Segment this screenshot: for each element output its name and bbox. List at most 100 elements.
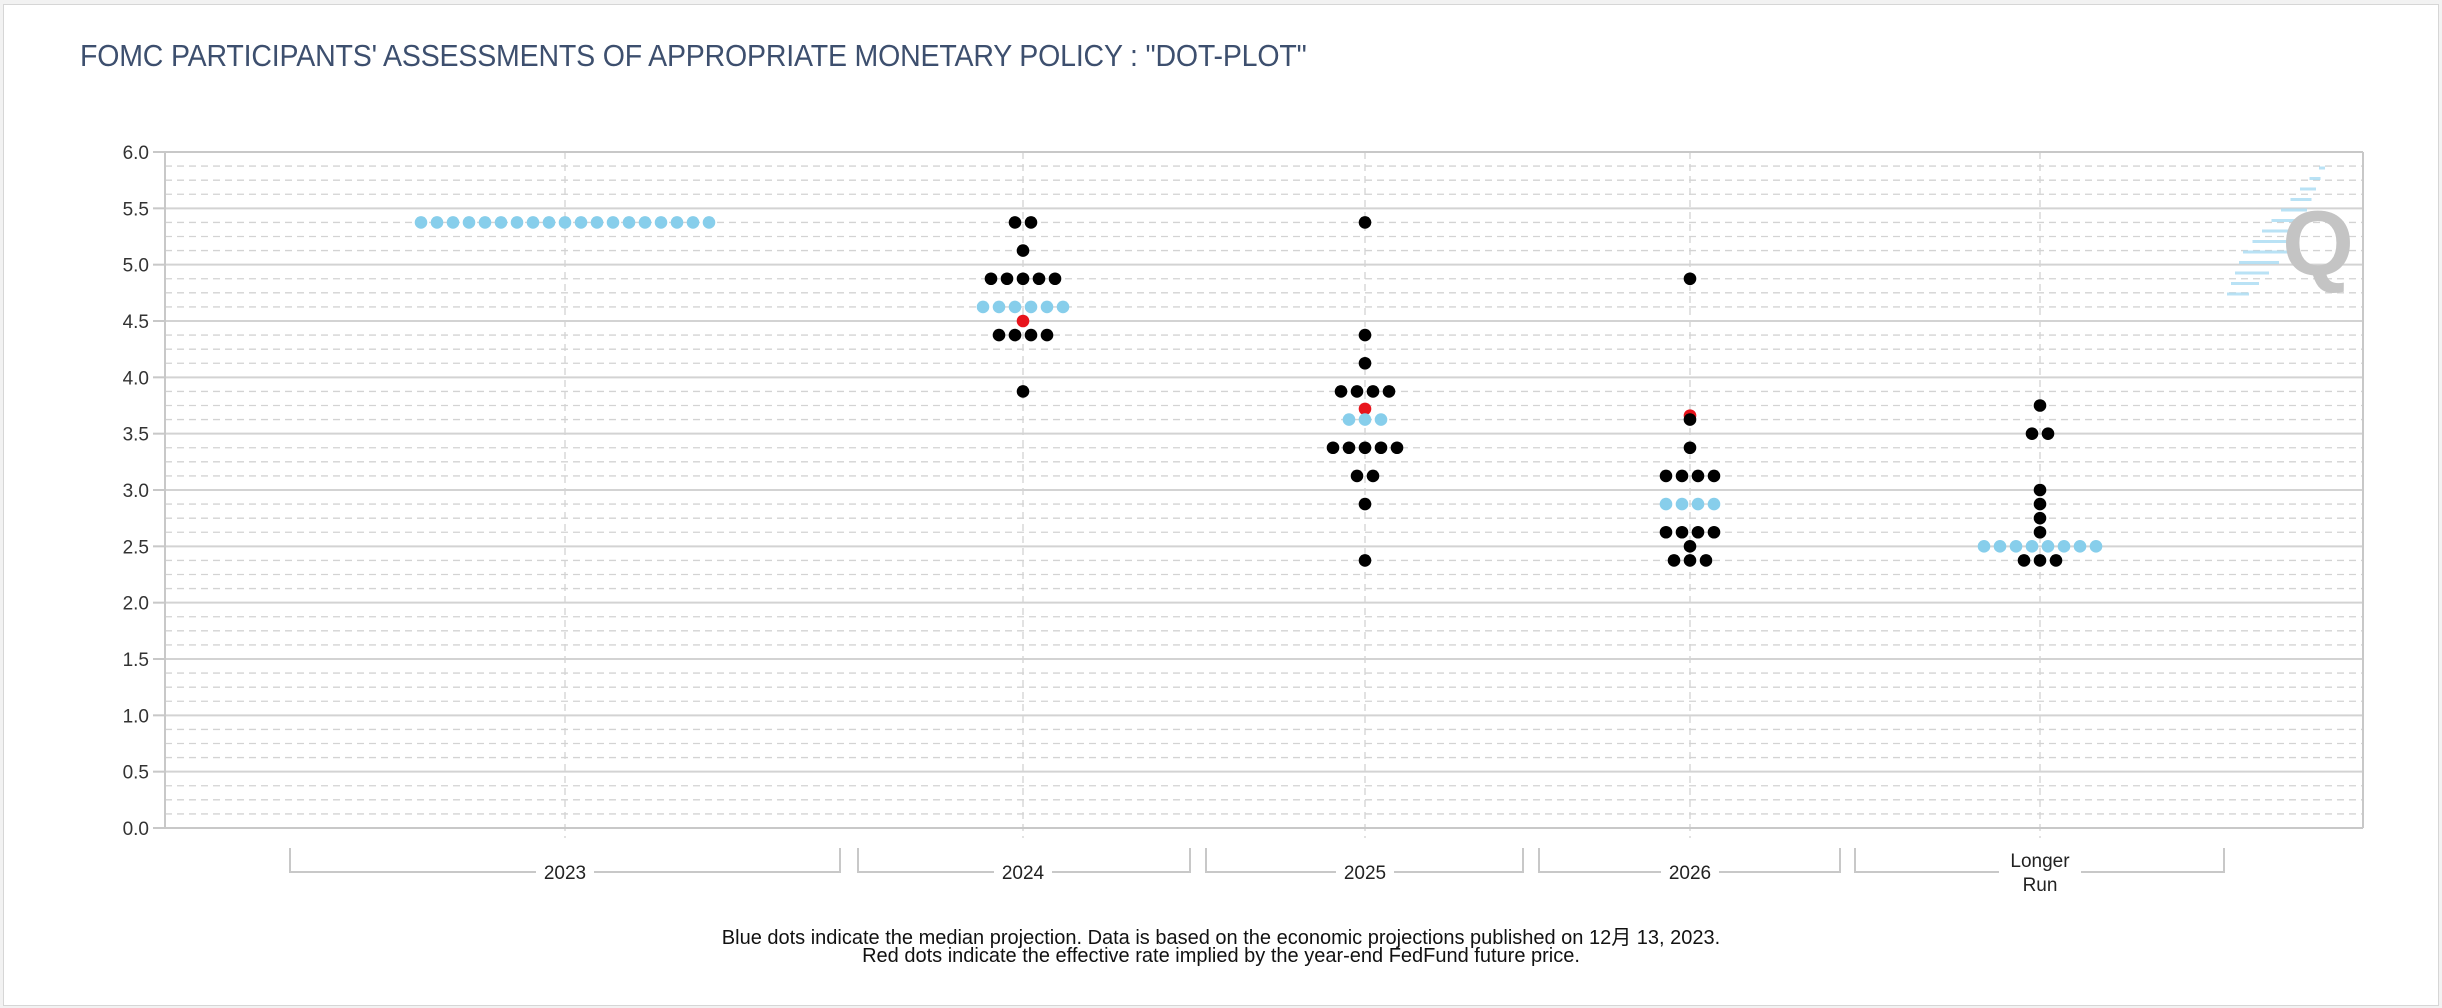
median-dot: [670, 216, 684, 229]
participant-dot: [1024, 328, 1038, 342]
participant-dot: [1707, 525, 1721, 539]
median-dot: [992, 300, 1006, 314]
participant-dot: [1374, 441, 1388, 455]
median-dot: [976, 300, 990, 314]
median-dot: [1008, 300, 1022, 314]
median-dot: [1691, 497, 1705, 511]
median-dot: [2025, 540, 2039, 553]
participant-dot: [1326, 441, 1340, 455]
x-category-group: 2026: [1538, 848, 1841, 884]
y-tick-label: 5.5: [123, 199, 149, 220]
footnote-futures: Red dots indicate the effective rate imp…: [862, 945, 1580, 967]
median-dot: [2041, 540, 2055, 553]
y-tick-label: 2.5: [123, 537, 149, 558]
participant-dot: [1382, 385, 1396, 398]
participant-dot: [1691, 525, 1705, 539]
x-category-group: Longer Run: [1854, 848, 2225, 896]
y-axis: 0.0 0.5 1.0 1.5 2.0 2.5 3.0 3.5 4.0 4.5 5.0 5.5 6.0: [123, 143, 2364, 840]
y-tick-label: 2.0: [123, 594, 149, 615]
median-dot: [1374, 413, 1388, 426]
futures-rate-dot: [1016, 314, 1030, 328]
median-dot: [542, 216, 556, 229]
participant-dot: [992, 328, 1006, 342]
median-dot: [2009, 540, 2023, 553]
category-bracket: [1538, 848, 1841, 873]
participant-dot: [1675, 525, 1689, 539]
median-dot: [414, 216, 428, 229]
median-dot: [574, 216, 588, 229]
participant-dot: [1659, 469, 1673, 483]
median-dot: [478, 216, 492, 229]
participant-dot: [1683, 540, 1697, 553]
q-logo-icon: Q: [2227, 166, 2354, 296]
dots-layer: [414, 216, 2103, 567]
median-dot: [638, 216, 652, 229]
futures-rate-dot: [1358, 402, 1372, 416]
x-category-label: 2023: [544, 863, 586, 884]
median-dot: [526, 216, 540, 229]
participant-dot: [1659, 525, 1673, 539]
participant-dot: [2041, 427, 2055, 440]
participant-dot: [1358, 216, 1372, 229]
participant-dot: [1024, 216, 1038, 229]
median-dot: [1977, 540, 1991, 553]
y-tick-label: 1.5: [123, 650, 149, 671]
participant-dot: [1707, 469, 1721, 483]
participant-dot: [1016, 272, 1030, 286]
median-dot: [686, 216, 700, 229]
median-dot: [1358, 413, 1372, 426]
participant-dot: [1358, 356, 1372, 370]
participant-dot: [1350, 385, 1364, 398]
participant-dot: [1358, 497, 1372, 511]
x-category-group: 2024: [857, 848, 1191, 884]
participant-dot: [2033, 399, 2047, 412]
logo-letter: Q: [2282, 193, 2354, 295]
median-dot: [1707, 497, 1721, 511]
category-bracket: [857, 848, 1191, 873]
y-tick-label: 0.0: [123, 819, 149, 840]
participant-dot: [1699, 554, 1713, 567]
participant-dot: [1032, 272, 1046, 286]
y-tick-label: 5.0: [123, 256, 149, 277]
x-axis: 2023 2024 2025 2026 Longer Run: [289, 848, 2225, 896]
participant-dot: [1683, 272, 1697, 286]
footnote-median: Blue dots indicate the median projection…: [721, 927, 1721, 949]
y-tick-label: 0.5: [123, 763, 149, 784]
x-category-group: 2025: [1205, 848, 1524, 884]
x-category-label: 2026: [1669, 863, 1711, 884]
participant-dot: [1350, 469, 1364, 483]
median-dot: [1056, 300, 1070, 314]
participant-dot: [2033, 525, 2047, 539]
y-tick-label: 3.5: [123, 425, 149, 446]
x-category-label: 2025: [1344, 863, 1386, 884]
y-tick-label: 1.0: [123, 706, 149, 727]
participant-dot: [2033, 497, 2047, 511]
category-bracket: [1205, 848, 1524, 873]
y-tick-label: 6.0: [123, 143, 149, 164]
participant-dot: [1040, 328, 1054, 342]
y-tick-label: 4.0: [123, 368, 149, 389]
x-category-group: 2023: [289, 848, 841, 884]
participant-dot: [1683, 413, 1697, 426]
participant-dot: [1667, 554, 1681, 567]
median-dot: [622, 216, 636, 229]
median-dot: [1342, 413, 1356, 426]
median-dot: [1675, 497, 1689, 511]
participant-dot: [1000, 272, 1014, 286]
participant-dot: [1366, 469, 1380, 483]
participant-dot: [2033, 511, 2047, 525]
participant-dot: [1358, 441, 1372, 455]
y-tick-label: 3.0: [123, 481, 149, 502]
median-dot: [558, 216, 572, 229]
x-category-label: 2024: [1002, 863, 1045, 884]
median-dot: [1040, 300, 1054, 314]
participant-dot: [1016, 244, 1030, 257]
chart-panel: [3, 4, 2439, 1006]
median-dot: [590, 216, 604, 229]
median-dot: [2057, 540, 2071, 553]
participant-dot: [1342, 441, 1356, 455]
participant-dot: [1016, 385, 1030, 398]
y-tick-label: 4.5: [123, 312, 149, 333]
median-dot: [2089, 540, 2103, 553]
participant-dot: [1008, 328, 1022, 342]
